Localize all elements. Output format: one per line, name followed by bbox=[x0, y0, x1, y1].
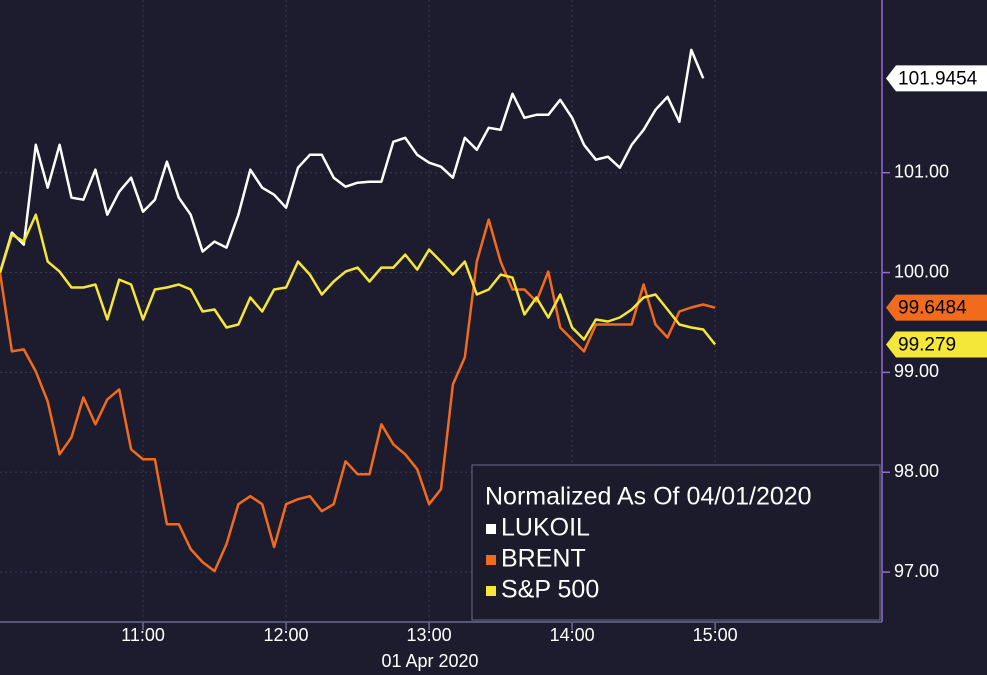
y-tick-label: 100.00 bbox=[894, 261, 949, 281]
legend-label: LUKOIL bbox=[501, 514, 590, 542]
legend-title: Normalized As Of 04/01/2020 bbox=[485, 483, 812, 511]
last-value-label: 99.6484 bbox=[898, 298, 967, 319]
legend-label: BRENT bbox=[501, 545, 586, 573]
last-value-tag bbox=[886, 331, 987, 358]
last-value-tag bbox=[886, 294, 987, 321]
series-line bbox=[0, 218, 716, 573]
last-value-tag bbox=[886, 65, 987, 92]
legend-box bbox=[471, 464, 881, 621]
last-value-label: 99.279 bbox=[898, 335, 956, 356]
x-tick-label: 12:00 bbox=[264, 625, 309, 645]
series-line bbox=[0, 213, 717, 346]
x-tick-label: 15:00 bbox=[693, 625, 738, 645]
x-tick-label: 14:00 bbox=[550, 625, 595, 645]
y-tick-label: 99.00 bbox=[894, 361, 939, 381]
x-tick-label: 13:00 bbox=[407, 625, 452, 645]
x-tick-label: 11:00 bbox=[121, 625, 165, 645]
legend-label: S&P 500 bbox=[501, 576, 599, 604]
last-value-label: 101.9454 bbox=[898, 68, 978, 89]
y-tick-label: 97.00 bbox=[894, 561, 939, 581]
series-line bbox=[0, 48, 705, 273]
y-tick-label: 101.00 bbox=[894, 161, 949, 181]
legend-swatch bbox=[486, 524, 496, 534]
legend-swatch bbox=[486, 555, 496, 565]
legend-swatch bbox=[486, 586, 496, 596]
x-axis-label: 01 Apr 2020 bbox=[381, 651, 478, 671]
y-tick-label: 98.00 bbox=[894, 461, 939, 481]
